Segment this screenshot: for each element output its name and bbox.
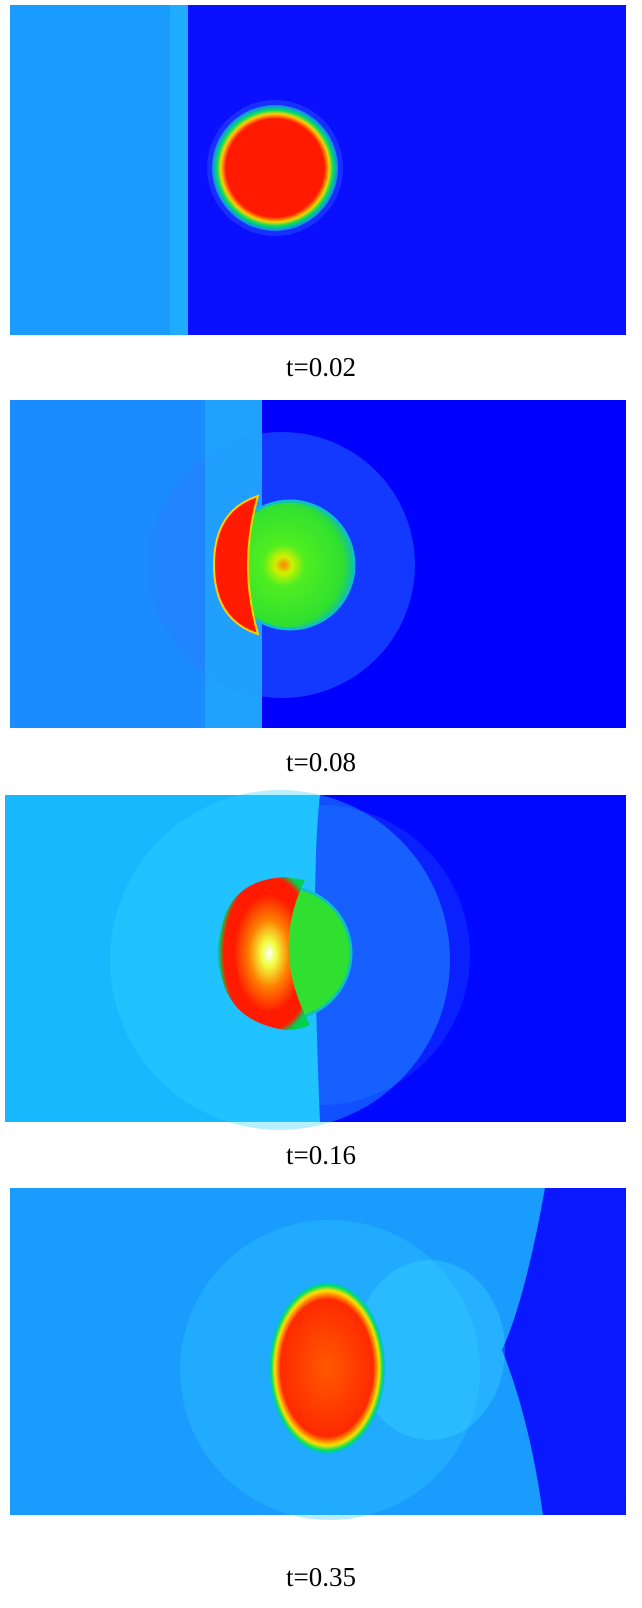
caption: t=0.02 [286, 352, 356, 382]
bubble [212, 105, 338, 231]
bubble [269, 1282, 385, 1454]
shock [170, 5, 188, 335]
panel [10, 1188, 626, 1520]
caption: t=0.08 [286, 747, 356, 777]
panel [10, 5, 626, 335]
region [10, 5, 170, 335]
panel [10, 400, 626, 728]
panel [5, 790, 626, 1130]
caption: t=0.16 [286, 1140, 356, 1170]
figure: t=0.02 t=0.08 t=0.16 t=0.35 [0, 0, 642, 1608]
caption: t=0.35 [286, 1562, 356, 1592]
